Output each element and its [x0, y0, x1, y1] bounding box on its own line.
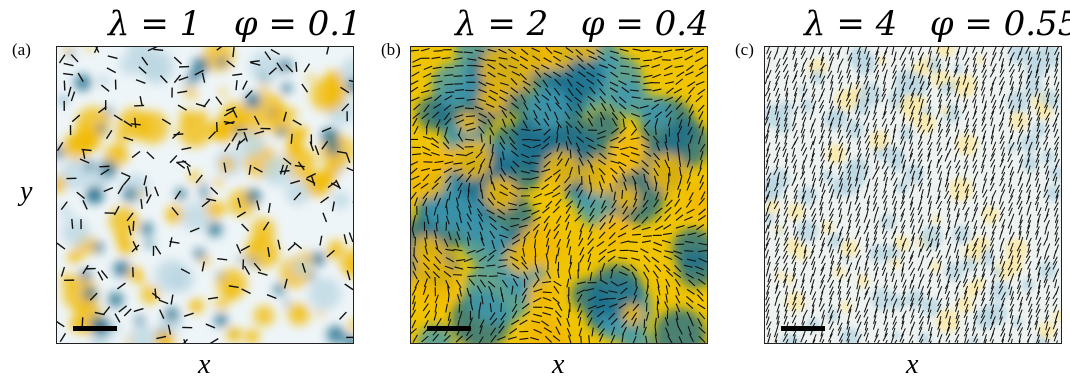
panel-b-x-label: x: [552, 349, 565, 380]
panel-b-field: [411, 47, 707, 343]
panel-c-field: [765, 47, 1061, 343]
panel-b-title: λ = 2 φ = 0.4: [455, 4, 709, 44]
panel-a: [56, 46, 354, 344]
scale-bar: [73, 326, 117, 331]
panel-a-title: λ = 1 φ = 0.1: [108, 4, 362, 44]
panel-c-title: λ = 4 φ = 0.55: [804, 4, 1070, 44]
panel-c: [764, 46, 1062, 344]
scale-bar: [781, 326, 825, 331]
panel-c-tag: (c): [735, 40, 754, 59]
panel-a-x-label: x: [198, 349, 211, 380]
panel-a-field: [57, 47, 353, 343]
y-axis-label: y: [20, 176, 33, 207]
panel-b-tag: (b): [381, 40, 401, 59]
panel-a-tag: (a): [12, 40, 31, 59]
panel-c-x-label: x: [906, 349, 919, 380]
rod-layer: [765, 47, 1060, 343]
rod-layer: [411, 47, 707, 343]
panel-b: [410, 46, 708, 344]
scale-bar: [427, 326, 471, 331]
rod-layer: [57, 47, 353, 343]
